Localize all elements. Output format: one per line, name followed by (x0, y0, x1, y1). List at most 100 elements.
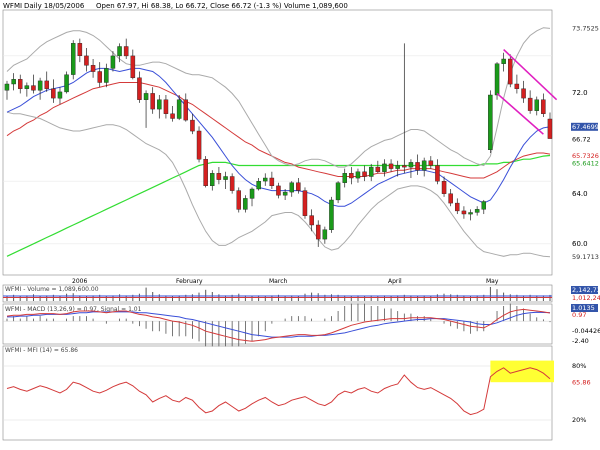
volume-bar (397, 295, 399, 301)
candle-body (501, 58, 506, 64)
candle-body (395, 165, 400, 169)
macd-line (6, 308, 551, 342)
volume-bar (145, 287, 147, 301)
candle-body (421, 160, 427, 171)
y-tick-64: 64.0 (572, 190, 588, 198)
mfi-panel-frame (2, 345, 553, 441)
candle-body (18, 79, 23, 89)
candle-body (84, 55, 89, 66)
chart-date: Daily 18/05/2006 (24, 2, 85, 10)
candle-body (64, 74, 69, 93)
candle-body (223, 176, 228, 180)
mfi-line (6, 367, 551, 416)
volume-bar (364, 296, 366, 301)
mfi-plot (3, 360, 554, 421)
label-ma-mid: 65.7326 (572, 152, 599, 160)
volume-bar (476, 295, 478, 301)
candle-body (157, 99, 162, 110)
candle-body (448, 193, 453, 204)
label-mfi-80: 80% (572, 362, 586, 370)
candle-body (51, 88, 56, 99)
candle-body (461, 210, 467, 215)
candle-body (24, 85, 30, 89)
volume-bar (344, 295, 346, 301)
label-bollinger-lower: 59.1713 (572, 253, 599, 261)
candle-body (474, 209, 480, 213)
volume-bar (523, 295, 524, 301)
volume-bar (92, 295, 94, 301)
candle-body (488, 94, 493, 150)
candle-body (216, 173, 222, 180)
candle-body (369, 166, 374, 177)
candle-body (97, 71, 102, 83)
candle-body (4, 83, 10, 91)
volume-bar (291, 295, 293, 301)
candle-body (335, 182, 341, 201)
candle-body (196, 130, 202, 160)
candle-body (243, 198, 248, 210)
x-axis: 2006 February March April May (72, 278, 499, 285)
macd-signal-line (7, 311, 551, 338)
volume-bar (86, 296, 87, 301)
volume-bar (26, 295, 28, 301)
mfi-highlight-box (490, 360, 554, 383)
candle-body (170, 113, 175, 119)
x-label-march: March (269, 278, 287, 285)
candle-body (455, 202, 460, 212)
y-tick-72: 72.0 (572, 89, 588, 97)
volume-bar (251, 296, 253, 301)
candle-body (322, 229, 328, 240)
volume-bar (350, 296, 352, 301)
candle-body (150, 93, 155, 110)
label-macd: 0.97 (572, 311, 586, 319)
candle-body (541, 99, 546, 114)
volume-bar (284, 296, 286, 301)
candle-body (256, 180, 261, 190)
mfi-panel-title: WFMI - MFI (14) = 65.86 (5, 347, 78, 354)
candle-body (481, 201, 487, 210)
label-volume-current: 1,012,244 (572, 294, 600, 302)
volume-bar (178, 295, 180, 301)
candle-body (123, 46, 129, 57)
candle-body (130, 55, 136, 79)
y-tick-60: 60.0 (572, 240, 588, 248)
candle-body (117, 46, 122, 57)
volume-bar (542, 295, 544, 301)
candle-body (375, 166, 381, 173)
candle-body (57, 91, 63, 99)
volume-bar (264, 296, 266, 301)
candle-body (534, 99, 540, 111)
candle-body (229, 176, 235, 191)
candle-body (263, 177, 268, 182)
volume-bar (198, 292, 200, 301)
candle-body (236, 190, 241, 210)
volume-panel-title: WFMI - Volume = 1,089,600.00 (5, 286, 99, 293)
candle-body (11, 79, 16, 85)
candle-body (44, 80, 50, 89)
candle-body (468, 212, 473, 215)
candle-body (521, 88, 526, 99)
candle-body (408, 162, 414, 168)
volume-bar (410, 295, 412, 301)
trendline-0 (503, 49, 558, 101)
label-ma-short: 67.4699 (572, 123, 599, 131)
volume-bar (503, 292, 505, 301)
volume-bar (39, 296, 41, 301)
candle-body (70, 43, 76, 75)
volume-bar (297, 296, 299, 301)
candle-body (190, 119, 195, 132)
volume-bar (357, 295, 359, 301)
label-volume-max: 2,142,737 (572, 286, 600, 294)
ma-mid-line (6, 82, 551, 179)
volume-bar (19, 296, 21, 301)
candle-body (269, 177, 275, 187)
candle-body (104, 68, 109, 83)
candle-body (209, 173, 215, 187)
volume-bar (536, 295, 538, 301)
candle-body (163, 99, 169, 114)
label-ma-short-bg (571, 122, 598, 131)
candle-body (508, 58, 513, 85)
price-plot (3, 27, 558, 258)
macd-plot (3, 303, 552, 347)
candle-body (441, 180, 447, 194)
